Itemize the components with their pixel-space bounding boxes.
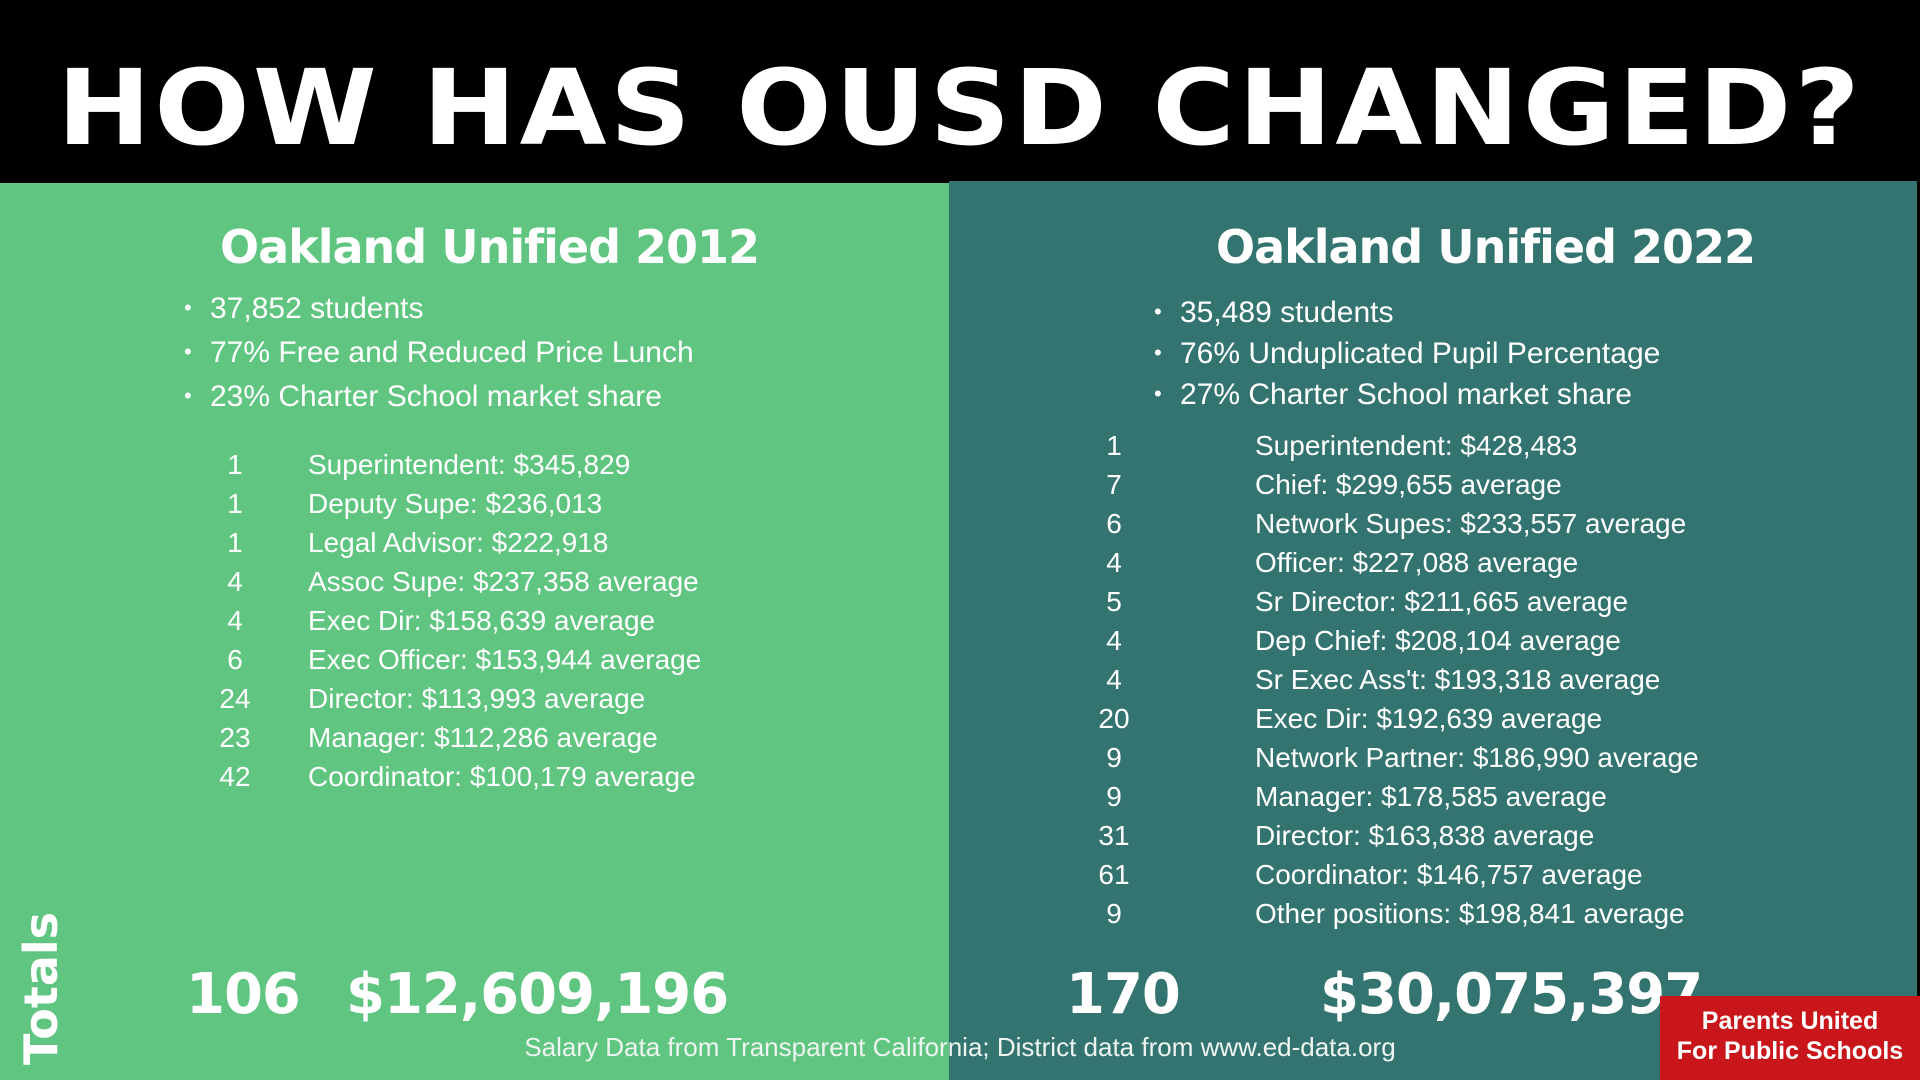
page-title: HOW HAS OUSD CHANGED?	[56, 47, 1864, 169]
totals-label: Totals	[14, 911, 68, 1065]
roster-count: 6	[227, 644, 243, 675]
total-amount-2012: $12,609,196	[346, 962, 729, 1027]
roster-role: Network Supes: $233,557 average	[1255, 508, 1687, 539]
roster-count: 4	[227, 566, 243, 597]
roster-count: 6	[1106, 508, 1122, 539]
roster-count: 4	[1106, 547, 1122, 578]
roster-count: 31	[1098, 820, 1130, 851]
roster-role: Superintendent: $428,483	[1255, 430, 1578, 461]
source-note: Salary Data from Transparent California;…	[524, 1032, 1396, 1062]
total-count-2022: 170	[1066, 962, 1181, 1027]
fact-item: 23% Charter School market share	[184, 374, 694, 418]
parents-united-logo: Parents United For Public Schools	[1660, 996, 1920, 1080]
facts-2022: 35,489 students 76% Unduplicated Pupil P…	[1154, 292, 1660, 415]
roster-role: Officer: $227,088 average	[1255, 547, 1579, 578]
roster-count: 4	[1106, 625, 1122, 656]
roster-count: 9	[1106, 742, 1122, 773]
fact-item: 35,489 students	[1154, 292, 1660, 333]
roster-role: Chief: $299,655 average	[1255, 469, 1562, 500]
roster-role: Exec Dir: $158,639 average	[308, 605, 656, 636]
roster-role: Director: $113,993 average	[308, 683, 646, 714]
total-amount-2022: $30,075,397	[1320, 962, 1703, 1027]
roster-count: 9	[1106, 898, 1122, 929]
roster-role: Superintendent: $345,829	[308, 449, 631, 480]
roster-count: 42	[219, 761, 251, 792]
roster-count: 5	[1106, 586, 1122, 617]
roster-count: 23	[219, 722, 251, 753]
heading-2022: Oakland Unified 2022	[1216, 220, 1756, 274]
roster-count: 1	[1106, 430, 1122, 461]
roster-role: Exec Officer: $153,944 average	[308, 644, 702, 675]
roster-count: 1	[227, 527, 243, 558]
roster-count: 1	[227, 488, 243, 519]
roster-count: 1	[227, 449, 243, 480]
logo-line: Parents United	[1701, 1007, 1879, 1035]
heading-2012: Oakland Unified 2012	[220, 220, 760, 274]
roster-role: Manager: $112,286 average	[308, 722, 658, 753]
roster-count: 4	[227, 605, 243, 636]
header-banner: HOW HAS OUSD CHANGED?	[0, 0, 1920, 183]
roster-count: 9	[1106, 781, 1122, 812]
roster-count: 20	[1098, 703, 1130, 734]
facts-2012: 37,852 students 77% Free and Reduced Pri…	[184, 286, 694, 418]
roster-count: 4	[1106, 664, 1122, 695]
fact-item: 76% Unduplicated Pupil Percentage	[1154, 333, 1660, 374]
total-count-2012: 106	[186, 962, 301, 1027]
roster-role: Coordinator: $146,757 average	[1255, 859, 1643, 890]
roster-role: Dep Chief: $208,104 average	[1255, 625, 1621, 656]
roster-count: 61	[1098, 859, 1130, 890]
roster-role: Coordinator: $100,179 average	[308, 761, 696, 792]
roster-count: 24	[219, 683, 251, 714]
roster-count: 7	[1106, 469, 1122, 500]
fact-item: 27% Charter School market share	[1154, 374, 1660, 415]
roster-role: Assoc Supe: $237,358 average	[308, 566, 699, 597]
roster-role: Legal Advisor: $222,918	[308, 527, 609, 558]
fact-item: 37,852 students	[184, 286, 694, 330]
roster-role: Sr Exec Ass't: $193,318 average	[1255, 664, 1661, 695]
roster-role: Deputy Supe: $236,013	[308, 488, 603, 519]
roster-role: Exec Dir: $192,639 average	[1255, 703, 1603, 734]
roster-role: Network Partner: $186,990 average	[1255, 742, 1699, 773]
roster-role: Sr Director: $211,665 average	[1255, 586, 1629, 617]
roster-role: Other positions: $198,841 average	[1255, 898, 1685, 929]
fact-item: 77% Free and Reduced Price Lunch	[184, 330, 694, 374]
roster-role: Manager: $178,585 average	[1255, 781, 1607, 812]
roster-role: Director: $163,838 average	[1255, 820, 1595, 851]
logo-line: For Public Schools	[1676, 1037, 1904, 1065]
